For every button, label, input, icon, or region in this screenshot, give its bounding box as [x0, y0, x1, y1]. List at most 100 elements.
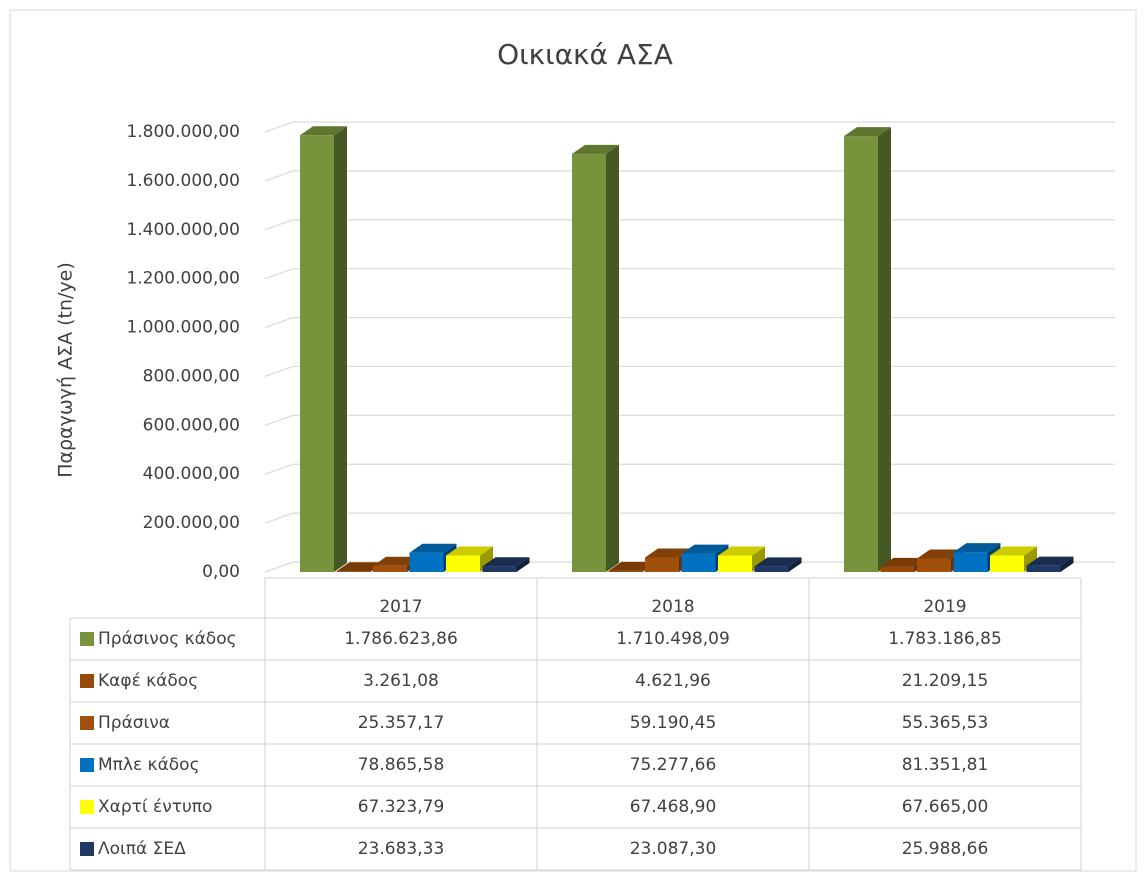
- chart-title: Οικιακά ΑΣΑ: [497, 38, 673, 71]
- bar-top: [754, 557, 802, 567]
- x-tick-label: 2017: [379, 597, 422, 617]
- legend-label: Πράσινος κάδος: [98, 629, 237, 649]
- y-tick-label: 200.000,00: [143, 513, 240, 533]
- bar-top: [718, 546, 765, 556]
- bar-side: [480, 546, 493, 572]
- bar-front: [446, 555, 480, 572]
- y-tick-label: 800.000,00: [143, 366, 240, 386]
- bar-front: [572, 153, 606, 573]
- bar-front: [718, 555, 752, 572]
- x-tick-label: 2018: [651, 597, 694, 617]
- bar-front: [917, 558, 951, 572]
- table-value: 1.786.623,86: [344, 629, 458, 649]
- bar-front: [336, 571, 371, 572]
- y-tick-label: 1.400.000,00: [126, 220, 240, 240]
- grid-line: [264, 414, 1115, 426]
- bar-side: [788, 557, 802, 572]
- table-value: 78.865,58: [358, 755, 445, 775]
- bar-front: [373, 565, 407, 572]
- legend-key: [80, 716, 94, 730]
- bar-front: [300, 135, 334, 573]
- bar-front: [844, 136, 878, 573]
- bar-side: [1060, 556, 1074, 572]
- legend-key: [80, 800, 94, 814]
- bar-front: [681, 553, 716, 572]
- bar: [482, 557, 530, 572]
- bar-top: [681, 544, 729, 554]
- table-value: 1.710.498,09: [616, 629, 730, 649]
- table-value: 67.468,90: [630, 797, 717, 817]
- bar-side: [516, 557, 530, 572]
- y-tick-label: 1.600.000,00: [126, 171, 240, 191]
- table-value: 4.621,96: [635, 671, 711, 691]
- table-value: 55.365,53: [902, 713, 989, 733]
- bar-top: [336, 562, 384, 572]
- legend-label: Πράσινα: [98, 713, 170, 733]
- bar-top: [572, 144, 619, 154]
- bar-front: [409, 552, 444, 572]
- bar-top: [1026, 556, 1074, 566]
- bar: [572, 144, 619, 573]
- legend-label: Καφέ κάδος: [98, 671, 198, 691]
- table-value: 3.261,08: [363, 671, 439, 691]
- legend-key: [80, 632, 94, 646]
- bar: [446, 546, 493, 572]
- grid-line: [264, 219, 1115, 231]
- bar: [300, 126, 347, 573]
- bar-top: [844, 127, 891, 137]
- y-tick-label: 1.000.000,00: [126, 318, 240, 338]
- x-tick-label: 2019: [923, 597, 966, 617]
- table-value: 23.087,30: [630, 839, 717, 859]
- bar-top: [953, 543, 1001, 553]
- bar: [844, 127, 891, 573]
- grid-line: [264, 463, 1115, 475]
- bar: [718, 546, 765, 572]
- y-tick-label: 400.000,00: [143, 464, 240, 484]
- bar-front: [608, 570, 643, 572]
- legend-label: Χαρτί έντυπο: [98, 797, 212, 817]
- bar-top: [645, 548, 692, 558]
- bar-side: [752, 546, 765, 572]
- table-value: 59.190,45: [630, 713, 717, 733]
- y-tick-label: 600.000,00: [143, 415, 240, 435]
- bar-front: [645, 557, 679, 572]
- table-value: 75.277,66: [630, 755, 717, 775]
- grid-line: [264, 561, 1115, 573]
- bar-side: [606, 144, 619, 573]
- legend-key: [80, 674, 94, 688]
- legend-key: [80, 758, 94, 772]
- y-tick-label: 1.800.000,00: [126, 122, 240, 142]
- grid-line: [264, 365, 1115, 378]
- table-value: 81.351,81: [902, 755, 989, 775]
- bar-top: [446, 546, 493, 556]
- y-axis-label: Παραγωγή ΑΣΑ (tn/ye): [55, 262, 77, 478]
- bar-top: [608, 561, 656, 571]
- legend-key: [80, 842, 94, 856]
- bar-front: [754, 566, 789, 572]
- legend-label: Λοιπά ΣΕΔ: [98, 839, 186, 859]
- grid-line: [264, 170, 1115, 182]
- bar-side: [878, 127, 891, 573]
- bar-front: [1026, 565, 1061, 572]
- bar: [754, 557, 802, 572]
- table-value: 1.783.186,85: [888, 629, 1002, 649]
- bar-front: [482, 566, 517, 572]
- grid-line: [264, 268, 1115, 280]
- bar-front: [880, 566, 915, 572]
- table-value: 25.357,17: [358, 713, 445, 733]
- table-value: 67.323,79: [358, 797, 445, 817]
- grid-line: [264, 121, 1115, 133]
- table-value: 67.665,00: [902, 797, 989, 817]
- bar-front: [990, 555, 1024, 572]
- bar: [953, 543, 1001, 572]
- bar-top: [373, 556, 420, 566]
- table-value: 25.988,66: [902, 839, 989, 859]
- legend-label: Μπλε κάδος: [98, 755, 200, 775]
- bar-top: [917, 549, 964, 559]
- table-value: 23.683,33: [358, 839, 445, 859]
- grid-line: [264, 512, 1115, 524]
- bar-front: [953, 552, 988, 572]
- bar: [917, 549, 964, 572]
- bar-top: [300, 126, 347, 136]
